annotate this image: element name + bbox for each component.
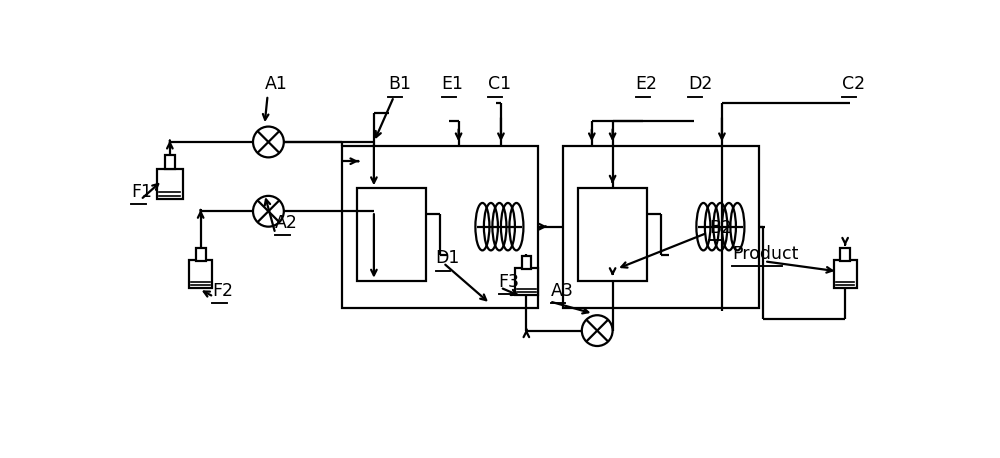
Bar xyxy=(189,260,212,288)
Text: C2: C2 xyxy=(842,76,865,93)
Text: E1: E1 xyxy=(442,76,464,93)
Text: E2: E2 xyxy=(636,76,658,93)
Text: F3: F3 xyxy=(499,273,520,290)
Bar xyxy=(834,260,857,288)
Text: B2: B2 xyxy=(709,218,732,237)
Bar xyxy=(196,248,206,261)
Bar xyxy=(342,146,538,307)
Text: Product: Product xyxy=(732,245,798,263)
Text: D1: D1 xyxy=(436,250,460,267)
Text: A3: A3 xyxy=(551,282,574,300)
Text: F2: F2 xyxy=(212,282,233,300)
Text: B1: B1 xyxy=(388,76,411,93)
Bar xyxy=(357,188,426,281)
Bar xyxy=(515,268,538,295)
Text: D2: D2 xyxy=(688,76,712,93)
Bar xyxy=(165,155,175,169)
Bar xyxy=(840,248,850,261)
Bar xyxy=(563,146,759,307)
Text: A2: A2 xyxy=(275,214,298,232)
Bar xyxy=(157,169,183,199)
Text: F1: F1 xyxy=(131,183,152,201)
Text: C1: C1 xyxy=(488,76,511,93)
Bar xyxy=(578,188,647,281)
Bar xyxy=(522,256,531,269)
Text: A1: A1 xyxy=(265,76,287,93)
